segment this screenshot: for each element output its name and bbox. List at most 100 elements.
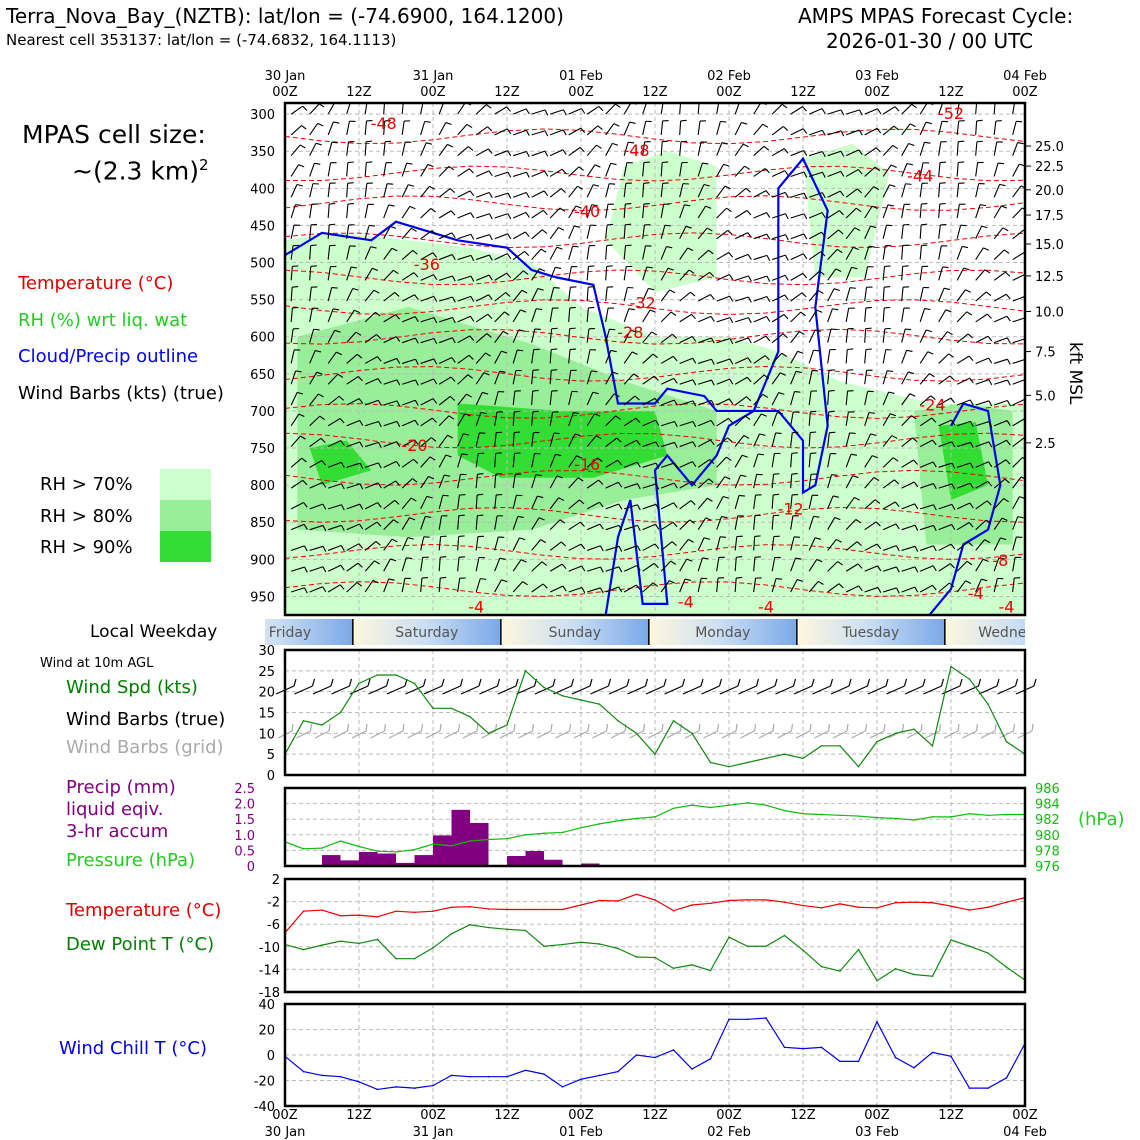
wind-barb-flag [986,500,992,506]
wind-barb-flag [612,142,619,146]
wind-barb [956,162,959,177]
wind-barb [457,474,461,489]
temperature-line-point [691,904,693,906]
wind-barb [438,495,444,510]
wind-barb [586,287,589,302]
wind-barb [845,519,857,531]
wind-tick-label: 30 [258,644,275,659]
wind-barb-flag [487,126,493,132]
wind-barb [771,515,774,530]
wind-barb-flag [721,142,728,145]
wind-barb-flag [802,253,808,260]
top-hour-label: 00Z [716,85,742,100]
temperature-line-point [672,909,675,912]
grid-wind-barb-flag [883,723,886,732]
wind-chill-line-point [765,1017,767,1019]
wind-barb-flag [784,274,789,281]
wind-barb [364,311,376,323]
wind-barb [549,519,561,531]
top-hour-label: 00Z [272,85,298,100]
wind-barb-flag [615,103,621,108]
wind-barb-flag [575,205,582,209]
wind-barb [475,274,490,281]
wind-barb-flag [931,417,937,423]
wind-speed-line-point [580,699,582,701]
wind-barb-flag [518,329,525,332]
wind-barb-flag [302,105,308,111]
wind-barb-flag [818,580,824,585]
wind-barb [549,149,564,157]
wind-barb-flag [377,399,382,406]
precip-bar [433,835,452,866]
wind-barb [882,391,890,406]
wind-chill-line-point [968,1087,971,1089]
wind-barb [383,441,397,448]
wind-barb [901,183,906,198]
wind-chill-line-point [339,1075,342,1078]
wind-barb [660,183,664,198]
wind-barb [549,287,555,302]
kft-tick-label: 7.5 [1035,346,1056,361]
surface-wind-barb-flag [459,678,464,687]
wind-barb [660,289,671,302]
wind-barb [327,142,333,156]
wind-barb [586,523,601,531]
wind-barb-flag [670,311,677,316]
wind-barb-flag [322,482,327,488]
grid-wind-barb [869,730,885,739]
wind-barb-flag [840,171,845,177]
wind-barb-flag [1001,517,1008,522]
wind-barb-flag [599,523,604,530]
wind-barb [697,184,705,198]
wind-barb [438,515,443,530]
wind-barb [401,141,406,156]
wind-barb [660,355,674,364]
wind-barb-flag [708,249,714,255]
top-day-label: 31 Jan [413,69,454,84]
temperature-line-point [839,903,841,905]
wind-barb [771,494,774,509]
pressure-line-point [339,840,342,842]
wind-barb [697,439,711,448]
wind-barb-flag [720,120,727,123]
legend-wind-speed: Wind Spd (kts) [66,677,198,698]
grid-wind-barb [629,730,644,739]
wind-barb-flag [322,546,327,552]
wind-barb-flag [366,161,373,164]
dewpoint-line-point [931,975,934,977]
wind-speed-line-point [635,732,638,735]
wind-barb [494,213,509,219]
wind-barb [864,287,868,302]
wind-barb [716,274,730,281]
wind-barb [864,186,875,198]
wind-barb [734,376,748,385]
dewpoint-line-point [654,956,656,959]
wind-barb [401,272,415,281]
wind-barb-flag [651,331,658,336]
wind-barb-flag [488,192,493,198]
wind-barb [993,537,1001,551]
wind-barb-flag [983,247,990,251]
wind-barb-flag [318,103,325,108]
wind-barb [734,337,749,344]
wind-barb-flag [376,521,382,527]
wind-barb [438,144,448,157]
wind-barb [475,313,489,323]
wind-barb [660,246,667,260]
wind-barb-flag [729,358,734,365]
grid-wind-barb [740,730,755,739]
wind-barb [290,164,300,177]
wind-barb [420,417,433,427]
wind-barb [845,109,860,115]
top-hour-label: 00Z [568,85,594,100]
wind-barb-flag [369,224,376,227]
surface-wind-barb-flag [811,678,815,687]
wind-barb [716,229,729,240]
dewpoint-line-point [635,956,638,958]
wind-barb-flag [315,350,322,353]
wind-barb [549,563,563,572]
wind-barb [531,517,540,530]
wind-barb-flag [580,543,586,550]
wind-barb-flag [594,413,601,417]
wind-barb-flag [800,311,806,317]
